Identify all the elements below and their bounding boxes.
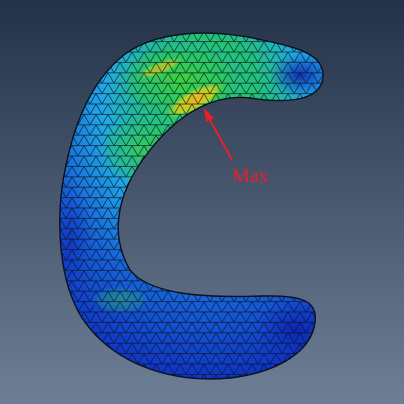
max-arrow bbox=[204, 108, 233, 161]
max-label: Max bbox=[232, 165, 269, 187]
part-outline bbox=[59, 32, 324, 380]
